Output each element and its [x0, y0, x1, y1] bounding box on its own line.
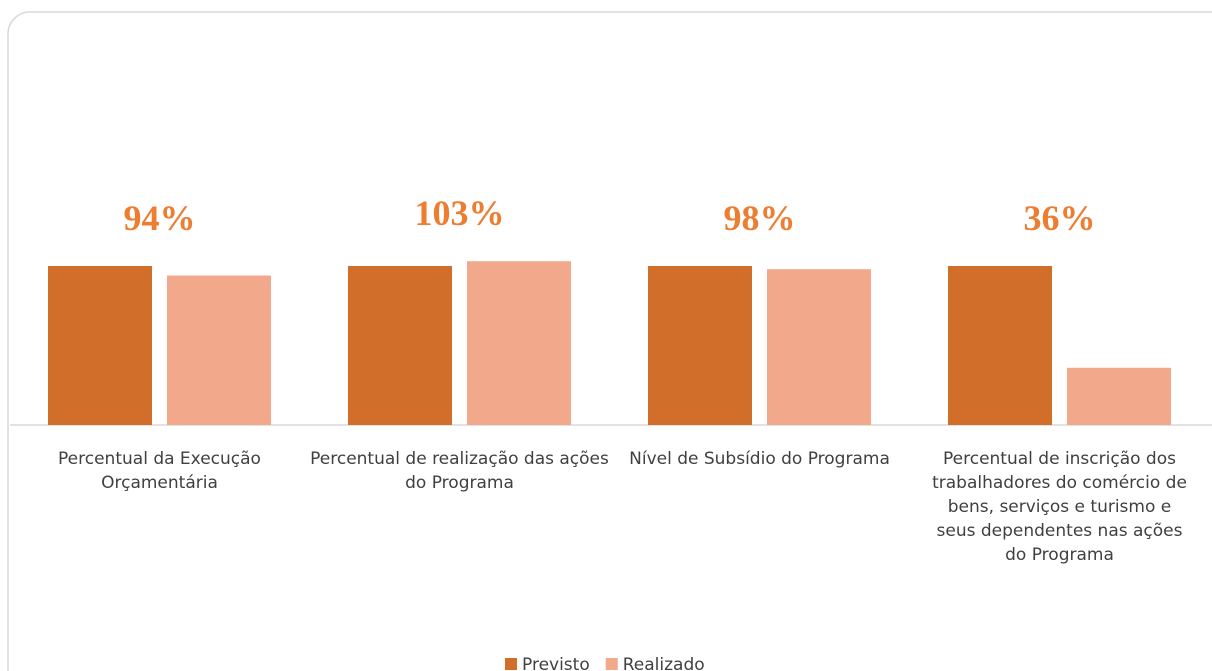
x-tick-label: Nível de Subsídio do Programa	[629, 449, 890, 469]
chart-border	[7, 11, 1212, 671]
bar	[348, 266, 452, 425]
x-tick-label: Percentual da Execução Orçamentária	[58, 449, 261, 493]
bar	[48, 266, 152, 425]
bar	[948, 266, 1052, 425]
data-label: 98%	[724, 198, 796, 238]
data-label: 36%	[1024, 198, 1096, 238]
bar	[467, 261, 571, 425]
x-tick-label: Percentual de realização das ações do Pr…	[310, 449, 609, 493]
x-tick-label: Percentual de inscrição dos trabalhadore…	[932, 449, 1187, 565]
legend-swatch	[505, 658, 517, 670]
data-label: 103%	[415, 193, 505, 233]
legend-swatch	[605, 658, 618, 670]
bar	[1067, 367, 1171, 425]
bar	[648, 266, 752, 425]
legend-label: Previsto	[522, 655, 590, 671]
data-label: 94%	[124, 198, 196, 238]
bar	[167, 275, 271, 425]
legend-label: Realizado	[623, 655, 705, 671]
bar	[767, 269, 871, 425]
